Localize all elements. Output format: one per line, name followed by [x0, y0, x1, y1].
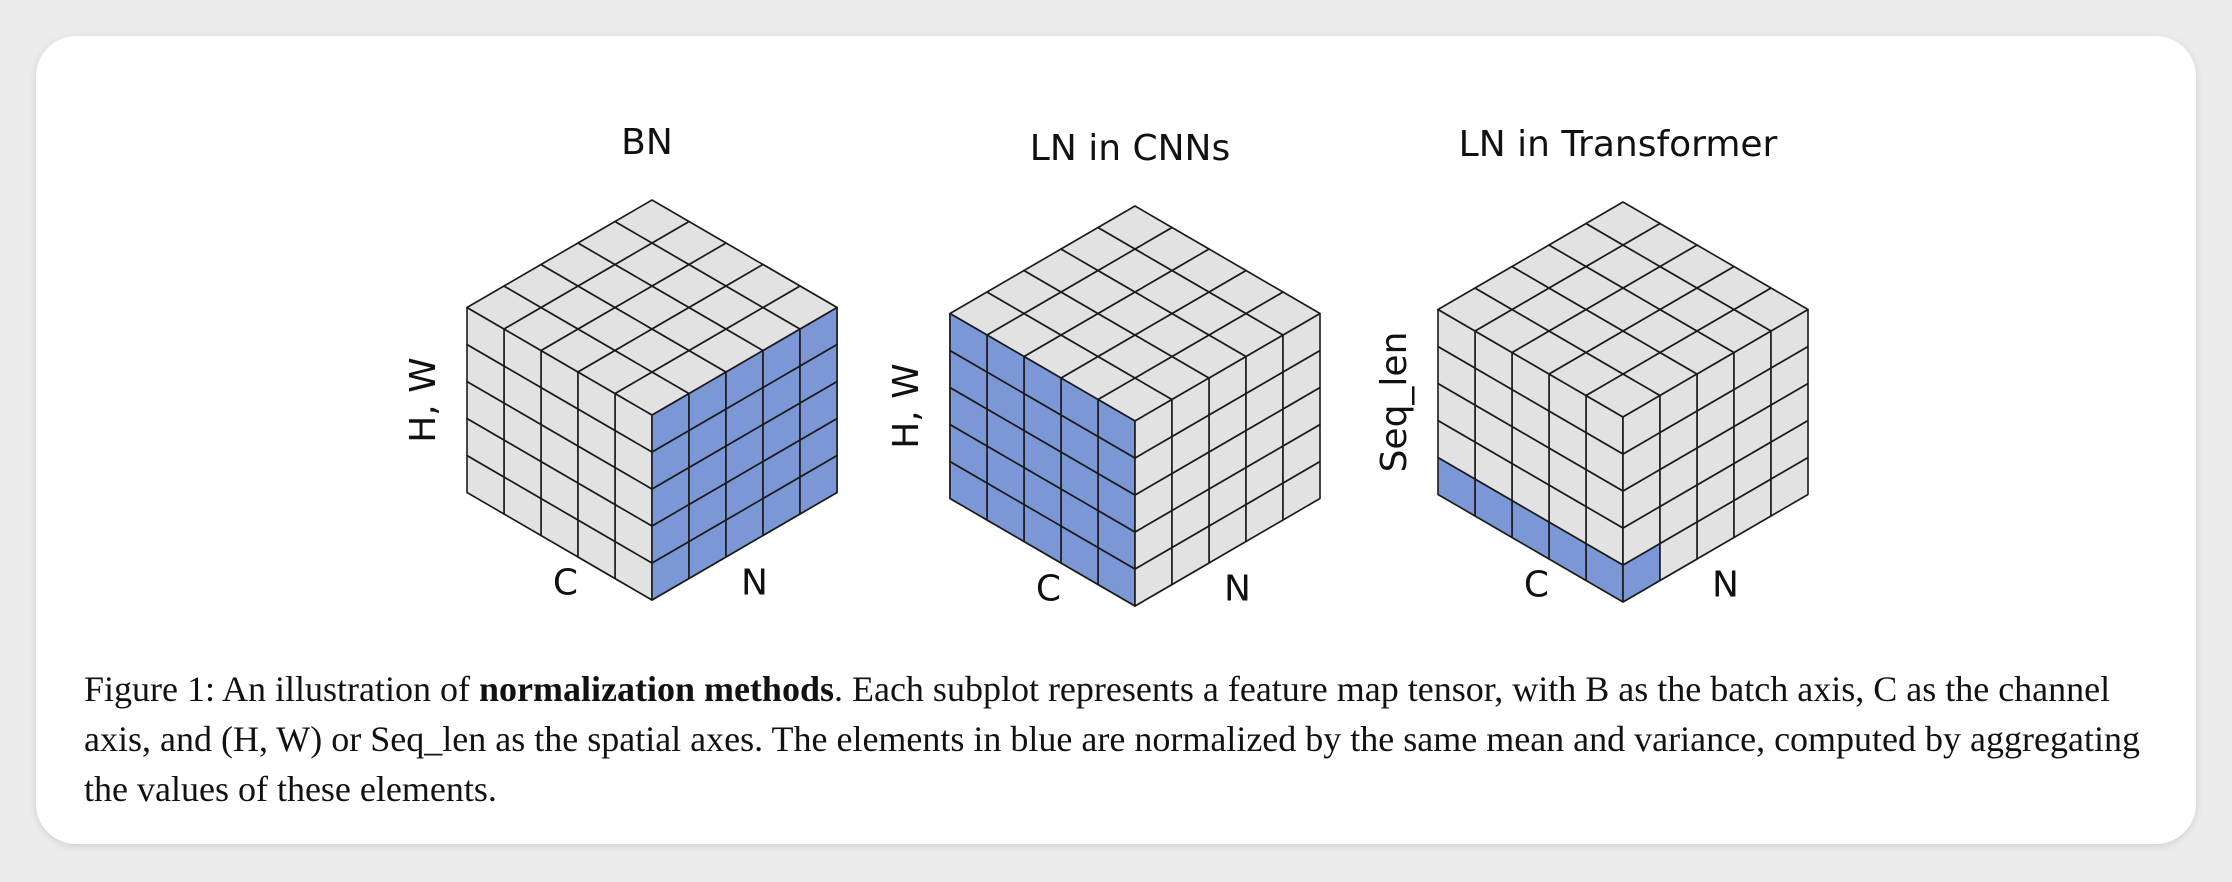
panel-title: LN in CNNs — [1030, 128, 1230, 169]
figure-caption: Figure 1: An illustration of normalizati… — [84, 664, 2164, 814]
n-axis-label: N — [1224, 568, 1251, 609]
cell-top-face — [1585, 201, 1661, 246]
cell-top-face — [1097, 205, 1173, 250]
panel-bn: BN H, W C N — [403, 122, 838, 603]
c-axis-label: C — [1036, 568, 1061, 609]
cell-top-face — [614, 199, 690, 244]
vertical-axis-label: H, W — [403, 357, 444, 443]
caption-suffix: . Each subplot represents a feature map … — [84, 669, 2140, 809]
c-axis-label: C — [1524, 564, 1549, 605]
panel-title: LN in Transformer — [1459, 124, 1778, 165]
vertical-axis-label: H, W — [886, 363, 927, 449]
cell-right-face — [1171, 377, 1210, 438]
n-axis-label: N — [741, 562, 768, 603]
caption-prefix: Figure 1: An illustration of — [84, 669, 479, 709]
panel-title: BN — [621, 122, 673, 163]
panel-ln-transformer: LN in Transformer Seq_len C N — [1374, 124, 1809, 605]
n-axis-label: N — [1712, 564, 1739, 605]
c-axis-label: C — [553, 562, 578, 603]
panel-ln-cnns: LN in CNNs H, W C N — [886, 128, 1321, 609]
cell-top-face — [725, 263, 801, 309]
cell-right-face — [1659, 373, 1698, 434]
caption-bold: normalization methods — [478, 669, 834, 709]
cell-highlight — [949, 312, 988, 373]
vertical-axis-label: Seq_len — [1374, 332, 1415, 473]
